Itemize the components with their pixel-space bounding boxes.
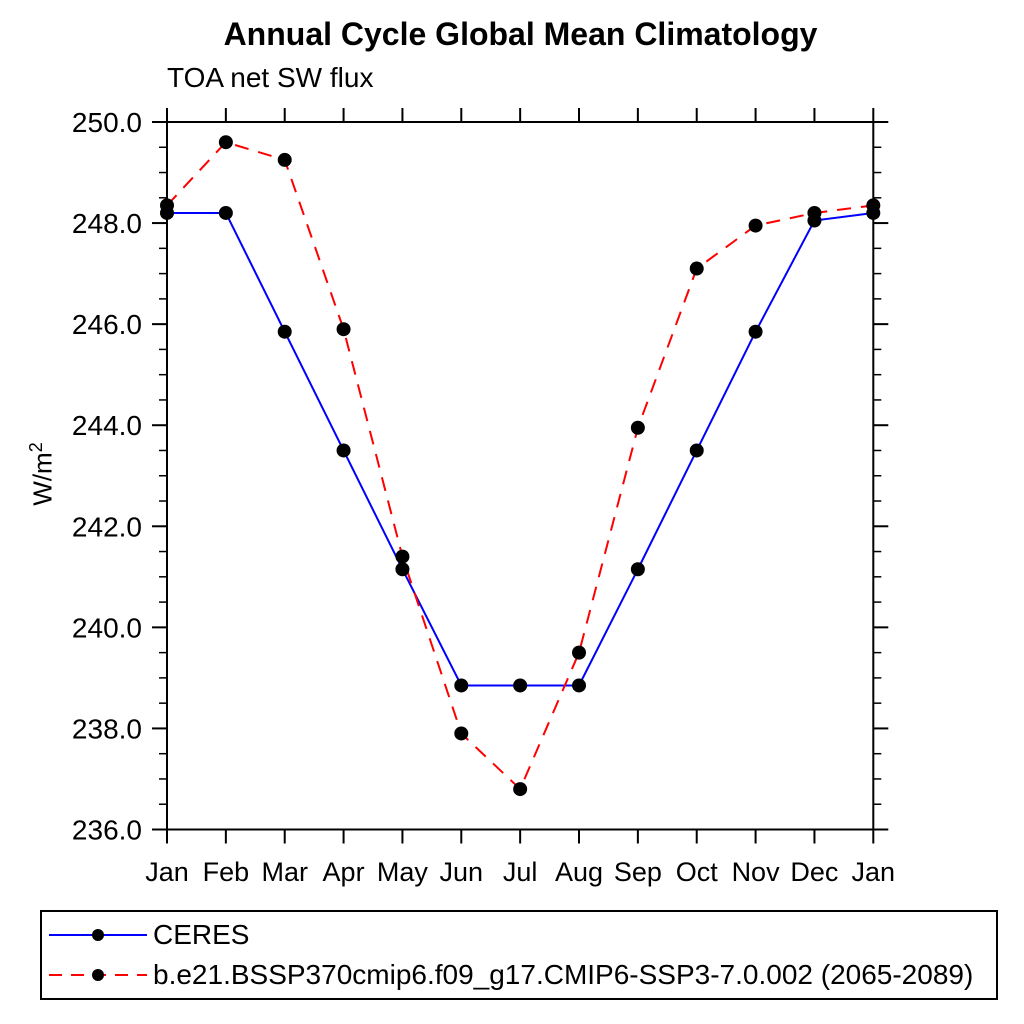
data-point-series-0 (277, 324, 292, 339)
x-tick-label: Jan (145, 857, 189, 887)
x-tick-label: May (377, 857, 429, 887)
data-point-series-1 (454, 726, 469, 741)
legend-label-ceres: CERES (153, 919, 250, 950)
data-point-series-1 (277, 152, 292, 167)
data-point-series-1 (336, 322, 351, 337)
data-point-series-1 (513, 782, 528, 797)
legend-line-sample-solid (49, 929, 147, 941)
data-point-series-1 (807, 205, 822, 220)
x-tick-label: Jun (440, 857, 484, 887)
y-tick-label: 238.0 (72, 713, 142, 744)
legend-item-model: b.e21.BSSP370cmip6.f09_g17.CMIP6-SSP3-7.… (45, 958, 973, 992)
data-point-series-1 (395, 549, 410, 564)
legend-box: CERES b.e21.BSSP370cmip6.f09_g17.CMIP6-S… (40, 910, 998, 1000)
legend-line-sample-dashed (49, 969, 147, 981)
chart-title: Annual Cycle Global Mean Climatology (223, 16, 818, 52)
data-point-series-0 (572, 678, 587, 693)
data-point-series-1 (630, 420, 645, 435)
y-tick-label: 244.0 (72, 410, 142, 441)
y-tick-label: 250.0 (72, 107, 142, 138)
chart-subtitle: TOA net SW flux (167, 62, 374, 93)
data-point-series-1 (689, 261, 704, 276)
data-point-series-0 (748, 324, 763, 339)
y-tick-label: 248.0 (72, 208, 142, 239)
data-point-series-0 (395, 562, 410, 577)
y-tick-label: 236.0 (72, 815, 142, 846)
data-point-series-1 (160, 198, 174, 213)
x-tick-label: Nov (732, 857, 781, 887)
data-point-series-0 (218, 205, 233, 220)
legend-label-model: b.e21.BSSP370cmip6.f09_g17.CMIP6-SSP3-7.… (153, 959, 974, 990)
series-line-0 (167, 211, 874, 687)
legend-marker-dot (92, 969, 104, 981)
data-point-series-0 (689, 443, 704, 458)
x-tick-label: Apr (323, 857, 365, 887)
data-point-series-1 (866, 198, 881, 213)
data-point-series-1 (218, 135, 233, 150)
x-tick-label: Mar (261, 857, 308, 887)
data-point-series-0 (630, 562, 645, 577)
x-tick-label: Aug (555, 857, 603, 887)
data-point-series-0 (336, 443, 351, 458)
x-tick-label: Jul (503, 857, 538, 887)
y-tick-label: 242.0 (72, 511, 142, 542)
x-tick-label: Feb (203, 857, 250, 887)
legend-item-ceres: CERES (45, 918, 249, 952)
y-tick-label: 240.0 (72, 612, 142, 643)
data-point-series-0 (454, 678, 469, 693)
legend-marker-dot (92, 929, 104, 941)
x-tick-label: Oct (676, 857, 719, 887)
y-tick-label: 246.0 (72, 309, 142, 340)
plot-frame (166, 121, 875, 831)
x-tick-label: Sep (614, 857, 662, 887)
data-point-series-1 (748, 218, 763, 233)
x-tick-label: Jan (852, 857, 896, 887)
data-point-series-0 (513, 678, 528, 693)
x-tick-label: Dec (790, 857, 838, 887)
data-point-series-1 (572, 645, 587, 660)
